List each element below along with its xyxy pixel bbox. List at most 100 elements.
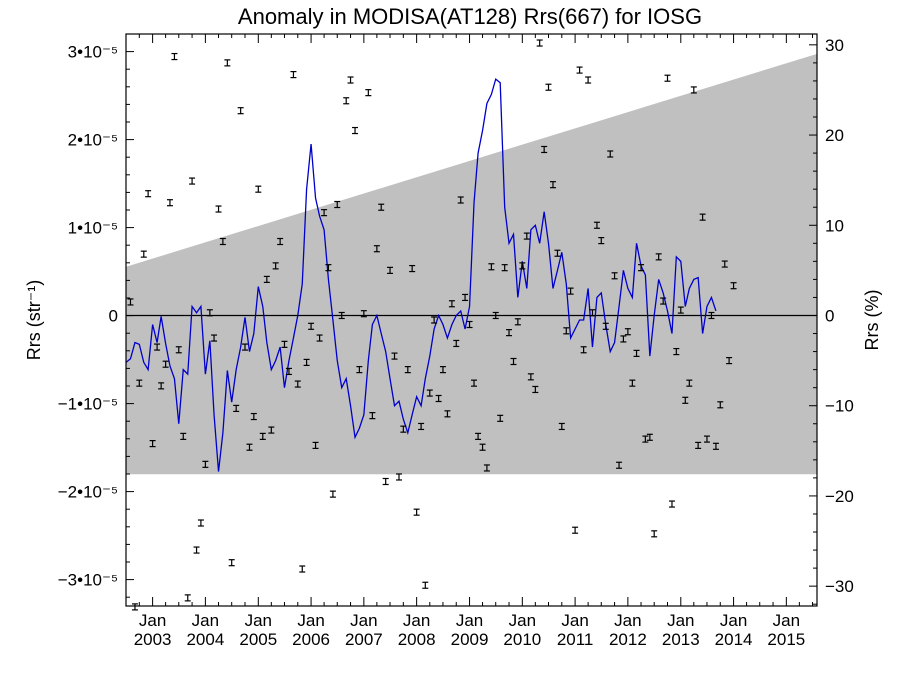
error-bar-point (321, 209, 328, 217)
x-tick-month-label: Jan (403, 611, 430, 630)
error-bar-point (479, 443, 486, 451)
error-bar-point (233, 404, 240, 413)
error-bar-point (576, 66, 583, 74)
error-bar-point (299, 565, 306, 573)
error-bar-point (197, 519, 204, 527)
error-bar-point (435, 394, 442, 403)
error-bar-point (554, 249, 561, 257)
error-bar-point (184, 594, 191, 602)
error-bar-point (149, 440, 156, 448)
x-tick-year-label: 2004 (186, 630, 224, 649)
error-bar-point (404, 366, 411, 374)
error-bar-point (514, 318, 521, 326)
y-right-tick-label: −30 (825, 577, 854, 596)
x-tick-month-label: Jan (509, 611, 536, 630)
y-right-tick-label: −20 (825, 487, 854, 506)
error-bar-point (246, 443, 253, 451)
error-bar-point (721, 260, 728, 268)
error-bar-point (136, 379, 143, 387)
error-bar-point (549, 181, 556, 189)
error-bar-point (558, 422, 565, 431)
error-bar-point (334, 200, 341, 209)
y-left-tick-label: 3•10⁻⁵ (68, 43, 118, 62)
error-bar-point (154, 343, 161, 351)
error-bar-point (409, 264, 416, 273)
error-bar-point (646, 433, 653, 441)
error-bar-point (219, 237, 226, 246)
x-tick-month-label: Jan (297, 611, 324, 630)
error-bar-point (655, 253, 662, 261)
error-bar-point (457, 196, 464, 204)
error-bar-point (532, 385, 539, 394)
error-bar-point (690, 86, 697, 94)
y-right-tick-label: 20 (825, 126, 844, 145)
error-bar-point (519, 262, 526, 270)
error-bar-point (501, 264, 508, 272)
y-left-tick-label: −3•10⁻⁵ (58, 571, 118, 590)
x-tick-year-label: 2003 (134, 630, 172, 649)
error-bar-point (290, 70, 297, 79)
error-bar-point (277, 237, 284, 246)
error-bar-point (189, 177, 196, 185)
error-bar-point (677, 306, 684, 314)
plot-frame (125, 33, 818, 607)
error-bar-point (699, 213, 706, 221)
error-bar-point (585, 76, 592, 84)
error-bar-point (224, 59, 231, 67)
error-bar-point (343, 97, 350, 105)
error-bar-point (611, 272, 618, 280)
error-bar-point (695, 441, 702, 450)
error-bar-point (171, 52, 178, 61)
error-bar-point (624, 328, 631, 336)
error-bar-point (431, 316, 438, 324)
error-bar-point (316, 334, 323, 342)
error-bar-point (527, 373, 534, 381)
error-bar-point (352, 126, 359, 135)
error-bar-point (180, 432, 187, 440)
x-tick-month-label: Jan (561, 611, 588, 630)
error-bar-point (668, 500, 675, 508)
x-tick-year-label: 2007 (345, 630, 383, 649)
y-left-tick-label: −1•10⁻⁵ (58, 395, 118, 414)
error-bar-point (413, 508, 420, 516)
error-bar-point (131, 603, 138, 611)
error-bar-point (241, 343, 248, 351)
error-bar-point (466, 320, 473, 329)
error-bar-point (400, 425, 407, 433)
error-bar-point (395, 473, 402, 481)
error-bar-point (633, 349, 640, 357)
error-bar-point (285, 367, 292, 376)
error-bar-point (572, 526, 579, 534)
error-bar-point (651, 530, 658, 538)
error-bar-point (166, 199, 173, 207)
x-tick-year-label: 2013 (662, 630, 700, 649)
error-bar-point (620, 335, 627, 343)
error-bar-point (373, 245, 380, 253)
x-tick-year-label: 2005 (239, 630, 277, 649)
error-bar-point (140, 250, 147, 258)
error-bar-point (717, 401, 724, 409)
error-bar-point (580, 346, 587, 354)
error-bar-point (593, 221, 600, 229)
error-bar-point (338, 311, 345, 320)
chart-title: Anomaly in MODISA(AT128) Rrs(667) for IO… (238, 4, 702, 29)
error-bar-point (308, 322, 315, 330)
error-bar-point (439, 366, 446, 374)
error-bar-point (426, 389, 433, 397)
error-bar-point (294, 380, 301, 388)
error-bar-point (686, 379, 693, 387)
x-tick-month-label: Jan (614, 611, 641, 630)
error-bar-point (303, 358, 310, 367)
error-bar-point (259, 432, 266, 440)
error-bar-point (162, 360, 169, 368)
error-bar-point (202, 460, 209, 468)
error-bar-point (127, 298, 134, 306)
error-bar-point (506, 329, 513, 337)
error-bar-point (250, 412, 257, 421)
error-bar-point (475, 432, 482, 440)
error-bar-point (726, 356, 733, 365)
x-tick-year-label: 2010 (503, 630, 541, 649)
x-tick-year-label: 2012 (609, 630, 647, 649)
error-bar-point (369, 412, 376, 420)
